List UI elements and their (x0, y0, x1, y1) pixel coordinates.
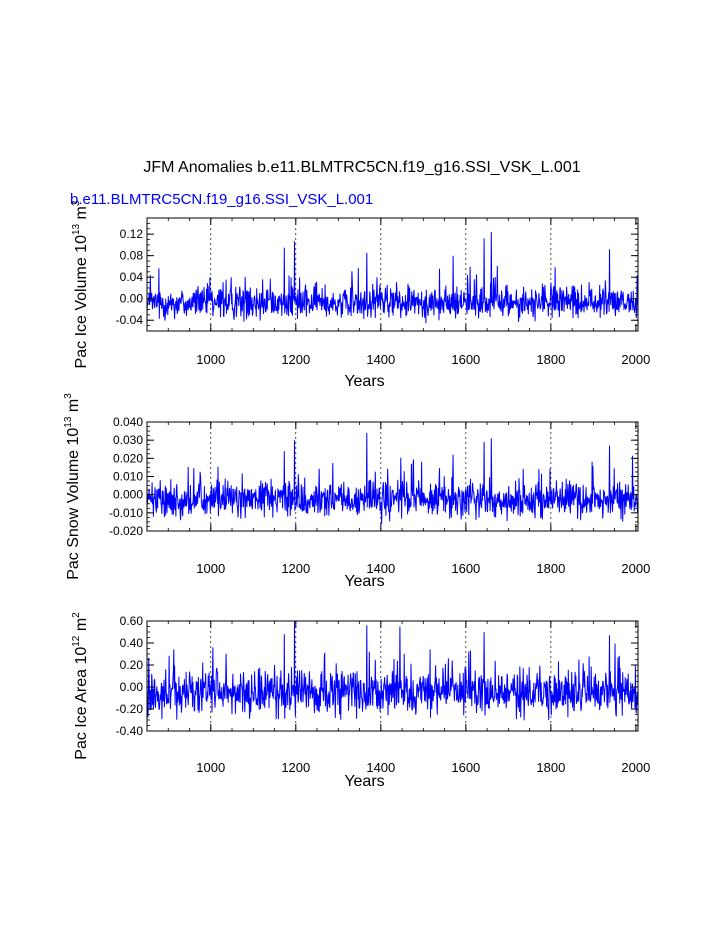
y-axis-label: Pac Ice Volume 1013 m3 (71, 200, 90, 368)
y-tick-label: 0.010 (113, 470, 143, 484)
x-tick-label: 1000 (196, 352, 225, 367)
y-tick-label: 0.40 (120, 636, 144, 650)
x-tick-label: 1400 (366, 760, 395, 775)
y-tick-label: 0.040 (113, 415, 143, 429)
figure-subtitle: b.e11.BLMTRC5CN.f19_g16.SSI_VSK_L.001 (70, 191, 373, 208)
y-tick-label: 0.020 (113, 451, 143, 465)
y-tick-label: 0.000 (113, 488, 143, 502)
x-tick-label: 2000 (621, 352, 650, 367)
y-tick-label: 0.00 (120, 292, 144, 306)
x-axis-label: Years (344, 773, 384, 790)
y-tick-label: 0.08 (120, 249, 144, 263)
y-tick-label: -0.020 (109, 524, 143, 538)
x-tick-label: 1800 (536, 561, 565, 576)
series-line (146, 620, 639, 721)
panels: -0.04 0.00 0.04 0.08 0.12 1000 1200 1400 1600 180… (63, 200, 650, 790)
x-tick-label: 1200 (281, 760, 310, 775)
panel-3: -0.40 -0.20 0.00 0.20 0.40 0.60 1000 1200 1400 16… (71, 612, 650, 790)
series-line (146, 432, 639, 525)
y-tick-label: 0.04 (120, 270, 144, 284)
x-tick-label: 2000 (621, 561, 650, 576)
y-tick-label: 0.60 (120, 614, 144, 628)
y-tick-label: -0.010 (109, 506, 143, 520)
panel-2: -0.020 -0.010 0.000 0.010 0.020 0.030 0.040 100… (63, 393, 650, 590)
x-tick-label: 1800 (536, 760, 565, 775)
plot-frame (146, 217, 639, 332)
x-tick-label: 1200 (281, 352, 310, 367)
y-tick-label: -0.04 (116, 313, 144, 327)
y-axis-label: Pac Snow Volume 1013 m3 (63, 393, 82, 580)
x-tick-label: 1400 (366, 561, 395, 576)
x-axis-label: Years (344, 573, 384, 590)
x-tick-label: 1200 (281, 561, 310, 576)
y-tick-label: -0.20 (116, 702, 144, 716)
x-axis-label: Years (344, 373, 384, 390)
x-tick-label: 1000 (196, 760, 225, 775)
series-line (146, 231, 639, 324)
figure-title: JFM Anomalies b.e11.BLMTRC5CN.f19_g16.SS… (143, 159, 580, 176)
x-tick-label: 1600 (451, 352, 480, 367)
x-tick-label: 1400 (366, 352, 395, 367)
y-tick-label: 0.030 (113, 433, 143, 447)
x-tick-label: 1800 (536, 352, 565, 367)
y-tick-label: 0.12 (120, 227, 144, 241)
x-tick-label: 1000 (196, 561, 225, 576)
x-tick-label: 2000 (621, 760, 650, 775)
plot-frame (146, 421, 639, 532)
y-axis-label: Pac Ice Area 1012 m2 (71, 612, 90, 760)
panel-1: -0.04 0.00 0.04 0.08 0.12 1000 1200 1400 1600 180… (71, 200, 650, 390)
y-tick-label: 0.20 (120, 658, 144, 672)
x-tick-label: 1600 (451, 760, 480, 775)
y-tick-label: 0.00 (120, 680, 144, 694)
y-tick-label: -0.40 (116, 724, 144, 738)
x-tick-label: 1600 (451, 561, 480, 576)
